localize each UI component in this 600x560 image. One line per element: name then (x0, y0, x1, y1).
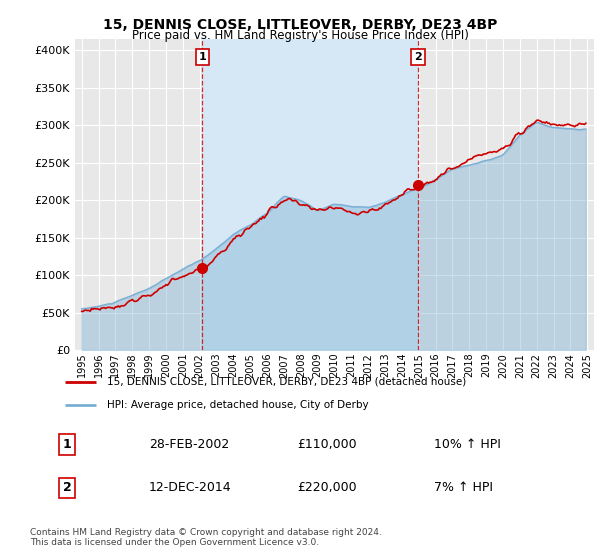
Text: Price paid vs. HM Land Registry's House Price Index (HPI): Price paid vs. HM Land Registry's House … (131, 29, 469, 42)
Text: Contains HM Land Registry data © Crown copyright and database right 2024.: Contains HM Land Registry data © Crown c… (30, 528, 382, 536)
Text: This data is licensed under the Open Government Licence v3.0.: This data is licensed under the Open Gov… (30, 538, 319, 547)
Text: 15, DENNIS CLOSE, LITTLEOVER, DERBY, DE23 4BP: 15, DENNIS CLOSE, LITTLEOVER, DERBY, DE2… (103, 18, 497, 32)
Text: HPI: Average price, detached house, City of Derby: HPI: Average price, detached house, City… (107, 400, 368, 410)
Text: 2: 2 (63, 482, 71, 494)
Text: 7% ↑ HPI: 7% ↑ HPI (434, 482, 493, 494)
Text: 1: 1 (63, 438, 71, 451)
Text: £110,000: £110,000 (297, 438, 356, 451)
Text: £220,000: £220,000 (297, 482, 356, 494)
Text: 15, DENNIS CLOSE, LITTLEOVER, DERBY, DE23 4BP (detached house): 15, DENNIS CLOSE, LITTLEOVER, DERBY, DE2… (107, 377, 466, 387)
Text: 10% ↑ HPI: 10% ↑ HPI (434, 438, 501, 451)
Text: 2: 2 (414, 52, 422, 62)
Text: 28-FEB-2002: 28-FEB-2002 (149, 438, 229, 451)
Text: 12-DEC-2014: 12-DEC-2014 (149, 482, 232, 494)
Text: 1: 1 (199, 52, 206, 62)
Bar (202, 39, 418, 350)
